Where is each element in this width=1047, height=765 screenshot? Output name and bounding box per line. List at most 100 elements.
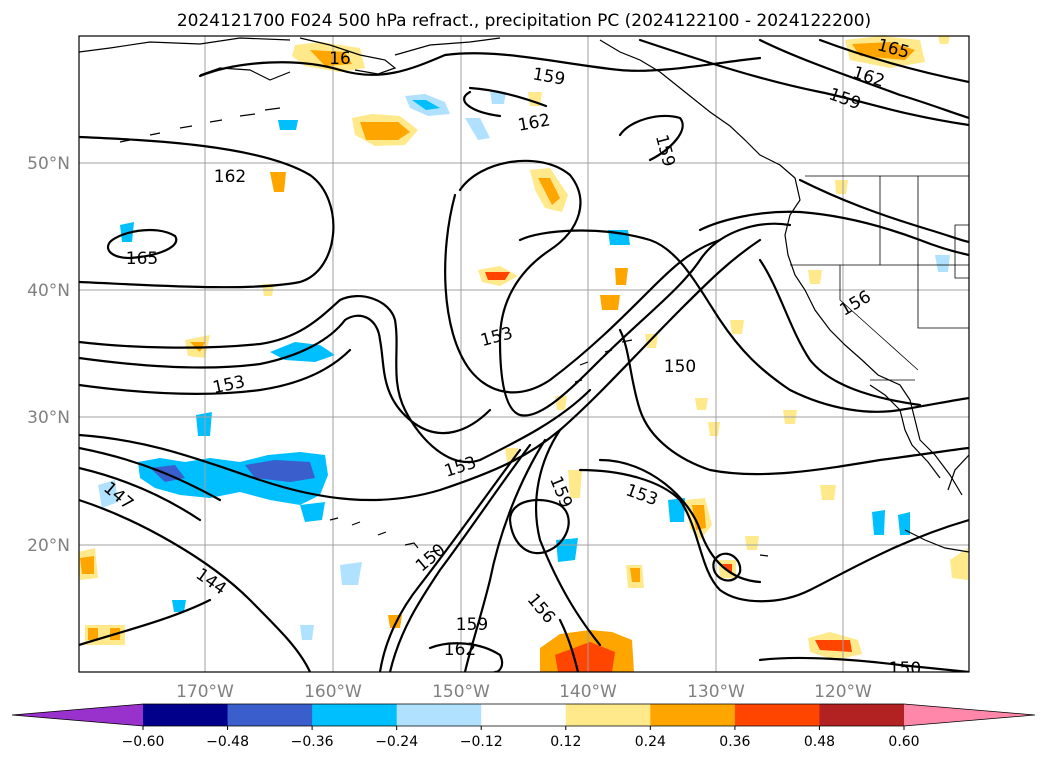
contour-line [698, 210, 969, 257]
latitude-tick-label: 30°N [27, 408, 70, 428]
precip-area [898, 512, 910, 535]
contour-line [598, 458, 762, 584]
colorbar-swatch [819, 704, 905, 726]
contour-line [618, 328, 969, 476]
precip-area [300, 502, 325, 522]
contour-line [463, 86, 548, 118]
colorbar-extend-min [12, 704, 143, 726]
precip-area [568, 470, 582, 498]
us-state-borders [790, 176, 969, 381]
precip-area [485, 272, 510, 280]
contour-label: 150 [889, 659, 921, 679]
precip-area [412, 100, 440, 110]
colorbar-swatch [227, 704, 313, 726]
baja-coastline [869, 384, 941, 479]
colorbar: −0.60 −0.48 −0.36 −0.24 −0.12 0.12 0.24 0.36 0.4… [11, 703, 1036, 750]
precip-area [340, 562, 362, 585]
contour-line [798, 178, 969, 244]
colorbar-swatch [650, 704, 736, 726]
longitude-tick-label: 170°W [176, 682, 234, 702]
precip-area [600, 295, 620, 310]
contour-line [758, 38, 969, 120]
contour-line [79, 598, 212, 647]
colorbar-tick-label: −0.36 [291, 734, 334, 750]
colorbar-swatch [481, 704, 567, 726]
precip-area [645, 334, 658, 348]
precip-area [695, 398, 708, 410]
contour-line [558, 618, 580, 672]
precip-area [708, 422, 720, 436]
colorbar-tick-label: 0.12 [550, 734, 581, 750]
contour-line [79, 348, 352, 395]
precip-area [950, 548, 968, 580]
graticule [79, 36, 969, 672]
colorbar-tick-label: 0.48 [804, 734, 835, 750]
contour-line [79, 238, 762, 502]
latitude-tick-label: 50°N [27, 154, 70, 174]
contour-line [79, 466, 202, 522]
contour-line [79, 498, 312, 672]
precip-area [172, 600, 186, 612]
precip-area [88, 628, 98, 640]
latitude-tick-labels: 50°N 40°N 30°N 20°N [27, 154, 70, 556]
precip-area [360, 122, 410, 140]
latitude-tick-label: 20°N [27, 536, 70, 556]
precip-area [872, 510, 885, 535]
colorbar-tick-label: −0.48 [206, 734, 249, 750]
longitude-tick-label: 150°W [432, 682, 490, 702]
colorbar-tick-label: 0.24 [635, 734, 666, 750]
precip-area [938, 36, 950, 44]
contour-line [79, 314, 492, 435]
contour-line [578, 468, 969, 603]
latitude-tick-label: 40°N [27, 281, 70, 301]
precip-area [556, 538, 578, 562]
aleutian-islands [119, 107, 281, 143]
longitude-tick-label: 120°W [814, 682, 872, 702]
precip-area [310, 50, 352, 66]
colorbar-swatch [396, 704, 482, 726]
contour-line [458, 159, 792, 417]
contour-label: 162 [444, 640, 476, 660]
mexico-coastline [904, 454, 969, 553]
longitude-tick-labels: 170°W 160°W 150°W 140°W 130°W 120°W [176, 682, 872, 702]
precip-area [300, 625, 314, 640]
colorbar-swatch [312, 704, 398, 726]
colorbar-tick-label: −0.60 [122, 734, 165, 750]
contour-line [758, 656, 969, 672]
refractivity-contours [79, 38, 969, 672]
alaska-coastline [79, 37, 501, 81]
precip-area [630, 568, 640, 582]
contour-line [79, 295, 592, 463]
precip-area [555, 642, 615, 672]
precip-area [465, 118, 490, 140]
longitude-tick-label: 130°W [687, 682, 745, 702]
precip-area [745, 536, 759, 550]
map-title: 2024121700 F024 500 hPa refract., precip… [177, 11, 871, 31]
precip-area [935, 255, 950, 272]
contour-line [106, 228, 178, 260]
contour-line [758, 258, 922, 407]
contour-line [508, 498, 570, 555]
longitude-tick-label: 160°W [304, 682, 362, 702]
precip-area [730, 320, 744, 334]
contour-line [463, 438, 547, 672]
colorbar-tick-label: −0.12 [460, 734, 503, 750]
contour-labels: 165 165 162 159 162 159 162 159 16 153 1… [99, 36, 921, 679]
precip-area [820, 485, 836, 500]
precip-area [270, 172, 286, 192]
precip-area [538, 178, 560, 205]
longitude-tick-label: 140°W [559, 682, 617, 702]
precip-area [278, 120, 298, 130]
contour-label: 165 [126, 249, 158, 269]
contour-line [444, 193, 722, 394]
contour-line [378, 448, 522, 672]
contour-line [534, 428, 602, 647]
contour-line [638, 38, 969, 127]
map-frame-background [79, 36, 969, 672]
contour-label: 16 [329, 49, 351, 69]
precip-area [692, 505, 706, 530]
map-frame [78, 35, 970, 673]
contour-line [518, 229, 969, 413]
precip-area [245, 460, 315, 482]
